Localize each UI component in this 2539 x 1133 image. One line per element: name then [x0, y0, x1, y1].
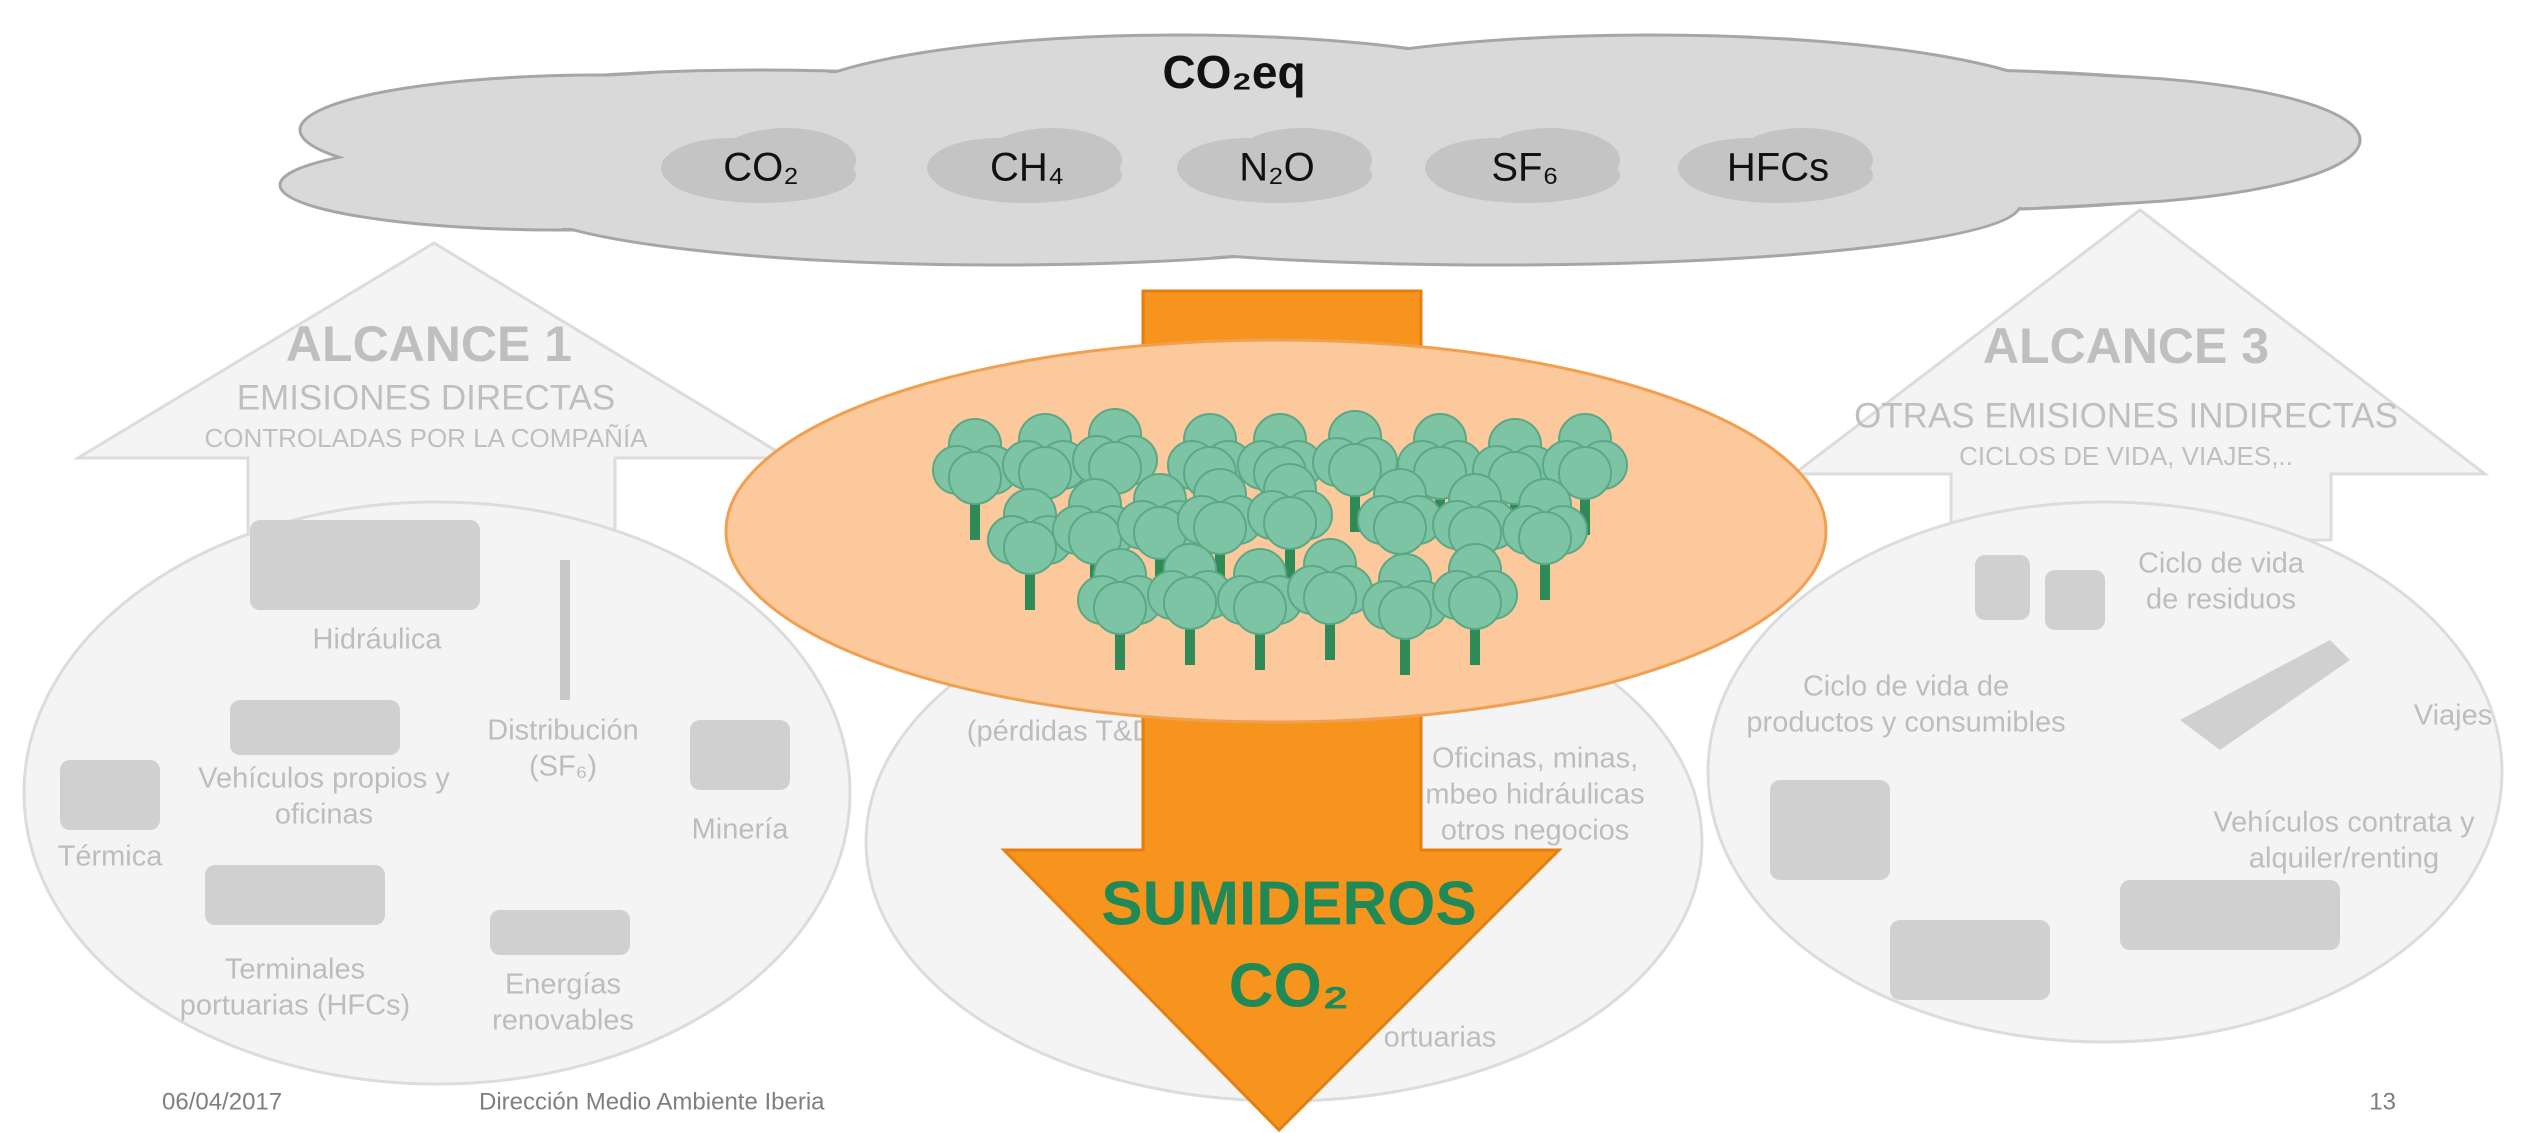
gas-label: HFCs — [1727, 146, 1829, 190]
item-label: oficinas — [275, 799, 373, 831]
gas-label: N₂O — [1239, 146, 1315, 190]
item-label: Ciclo de vida de — [1803, 671, 2009, 703]
item-label: Ciclo de vida — [2138, 548, 2305, 580]
item-label: Distribución — [487, 715, 639, 747]
item-label: (SF₆) — [529, 751, 597, 783]
icon — [1975, 555, 2030, 620]
tree-crown — [1304, 572, 1356, 624]
gas-label: CH₄ — [990, 146, 1064, 190]
scope3-subtitle: OTRAS EMISIONES INDIRECTAS — [1854, 396, 2398, 435]
item-label: Terminales — [225, 954, 365, 986]
icon — [60, 760, 160, 830]
icon — [2120, 880, 2340, 950]
scope3-arrow — [1794, 210, 2485, 540]
tree-crown — [1379, 587, 1431, 639]
scope3-title: ALCANCE 3 — [1983, 318, 2269, 374]
item-label: Vehículos propios y — [198, 763, 450, 795]
item-label: mbeo hidráulicas — [1425, 779, 1644, 811]
tree-crown — [1519, 512, 1571, 564]
icon — [205, 865, 385, 925]
icon — [2045, 570, 2105, 630]
icon — [690, 720, 790, 790]
tree-crown — [1374, 502, 1426, 554]
item-label: portuarias (HFCs) — [180, 990, 410, 1022]
tree-crown — [1164, 577, 1216, 629]
icon — [1770, 780, 1890, 880]
icon — [490, 910, 630, 955]
scope1-title: ALCANCE 1 — [286, 316, 572, 372]
item-label: productos y consumibles — [1746, 707, 2065, 739]
cloud-title: CO₂eq — [1162, 46, 1305, 98]
sink-label: SUMIDEROS — [1101, 869, 1476, 938]
scope1-subtitle: EMISIONES DIRECTAS — [237, 378, 616, 417]
tree-crown — [1449, 577, 1501, 629]
tree-crown — [949, 452, 1001, 504]
item-label: ortuarias — [1384, 1022, 1497, 1054]
item-label: Vehículos contrata y — [2213, 807, 2475, 839]
item-label: Minería — [692, 814, 790, 846]
tree-crown — [1094, 582, 1146, 634]
item-label: de residuos — [2146, 584, 2296, 616]
footer-department: Dirección Medio Ambiente Iberia — [479, 1088, 825, 1115]
item-label: otros negocios — [1441, 815, 1630, 847]
tree-crown — [1234, 582, 1286, 634]
cloud: CO₂eq CO₂ CH₄ N₂O SF₆ HFCs — [280, 35, 2360, 265]
icon — [230, 700, 400, 755]
icon — [1890, 920, 2050, 1000]
gas-label: SF₆ — [1491, 146, 1558, 190]
icon — [250, 520, 480, 610]
item-label: Oficinas, minas, — [1432, 743, 1638, 775]
slide: CO₂eq CO₂ CH₄ N₂O SF₆ HFCs ALCANCE 1 EMISIONE… — [0, 0, 2539, 1133]
footer-date: 06/04/2017 — [162, 1088, 282, 1115]
item-label: Viajes — [2414, 700, 2492, 732]
scope3-note: CICLOS DE VIDA, VIAJES,.. — [1959, 441, 2293, 471]
item-label: alquiler/renting — [2249, 843, 2439, 875]
tree-crown — [1329, 444, 1381, 496]
footer-page: 13 — [2369, 1088, 2396, 1115]
scope1-note: CONTROLADAS POR LA COMPAÑÍA — [204, 423, 648, 453]
tree-crown — [1004, 522, 1056, 574]
item-label: Energías — [505, 969, 621, 1001]
gas-label: CO₂ — [723, 146, 799, 190]
item-label: Hidráulica — [313, 624, 443, 656]
item-label: renovables — [492, 1005, 634, 1037]
item-label: (pérdidas T&D — [967, 716, 1153, 748]
item-label: Térmica — [58, 841, 164, 873]
tree-crown — [1264, 497, 1316, 549]
page: CO₂eq CO₂ CH₄ N₂O SF₆ HFCs ALCANCE 1 EMISIONE… — [0, 0, 2539, 1133]
sink-label: CO₂ — [1229, 951, 1350, 1020]
